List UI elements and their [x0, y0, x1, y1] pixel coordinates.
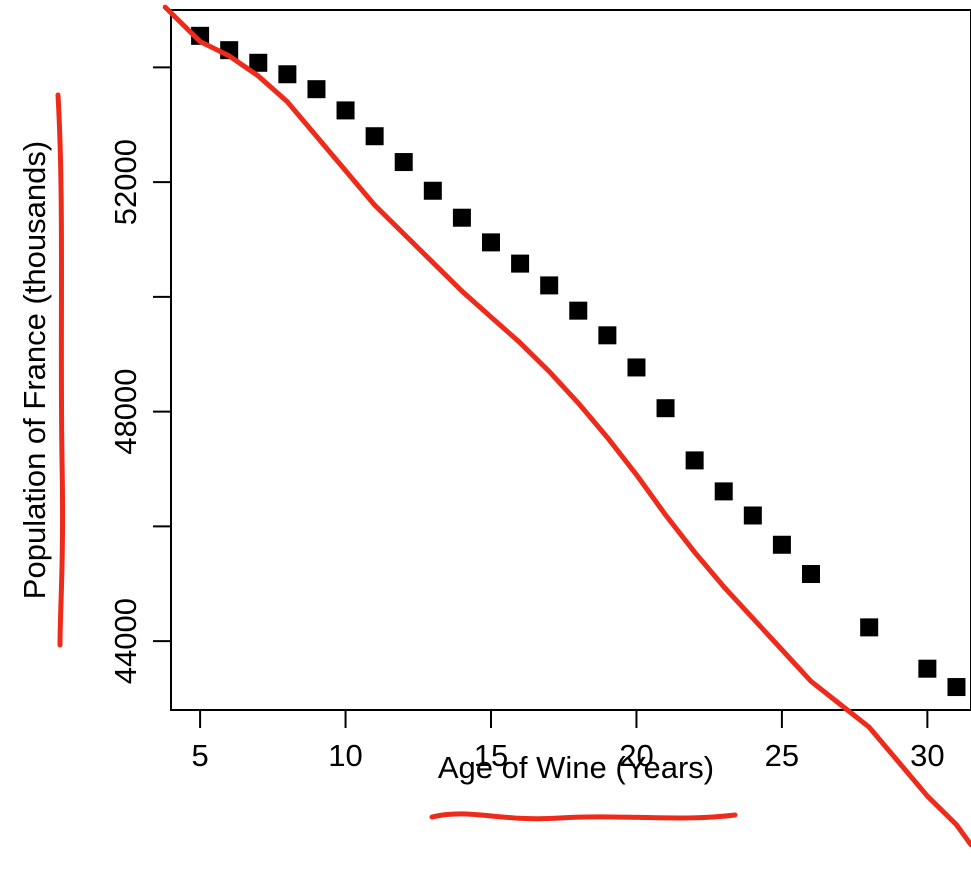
x-tick-label: 30 — [910, 738, 944, 773]
x-axis-title: Age of Wine (Years) — [438, 750, 714, 785]
x-tick-label: 5 — [191, 738, 208, 773]
y-tick-label: 52000 — [108, 139, 143, 225]
data-point — [947, 678, 966, 697]
data-point — [918, 659, 937, 678]
data-point — [452, 208, 471, 227]
x-tick-label: 25 — [765, 738, 799, 773]
data-point — [569, 301, 588, 320]
data-points — [191, 26, 966, 697]
x-axis: 5 10 15 20 25 30 — [191, 710, 945, 773]
data-point — [860, 618, 879, 637]
data-point — [423, 181, 442, 200]
data-point — [394, 153, 413, 172]
y-tick-label: 44000 — [108, 598, 143, 684]
annotation-ylabel-underline — [55, 92, 66, 648]
plot-frame — [170, 9, 971, 711]
data-point — [249, 53, 268, 72]
x-tick-label: 15 — [474, 738, 508, 773]
data-point — [511, 254, 530, 273]
annotation-xlabel-underline — [429, 811, 738, 822]
data-point — [598, 326, 617, 345]
x-tick-label: 20 — [619, 738, 653, 773]
data-point — [482, 233, 500, 252]
data-point — [336, 101, 355, 120]
data-point — [627, 358, 646, 377]
x-tick-label: 10 — [328, 738, 362, 773]
data-point — [540, 276, 559, 295]
y-axis-title: Population of France (thousands) — [17, 141, 52, 599]
data-point — [278, 65, 297, 84]
data-point — [772, 535, 791, 554]
data-point — [685, 451, 704, 470]
data-point — [802, 565, 820, 584]
annotation-trend-line — [162, 4, 971, 848]
data-point — [714, 482, 733, 501]
data-point — [365, 127, 384, 146]
y-tick-label: 48000 — [108, 369, 143, 455]
annotations — [55, 4, 971, 848]
y-axis: 44000 48000 52000 — [108, 66, 171, 684]
data-point — [656, 399, 675, 418]
data-point — [307, 80, 326, 99]
data-point — [743, 506, 762, 525]
